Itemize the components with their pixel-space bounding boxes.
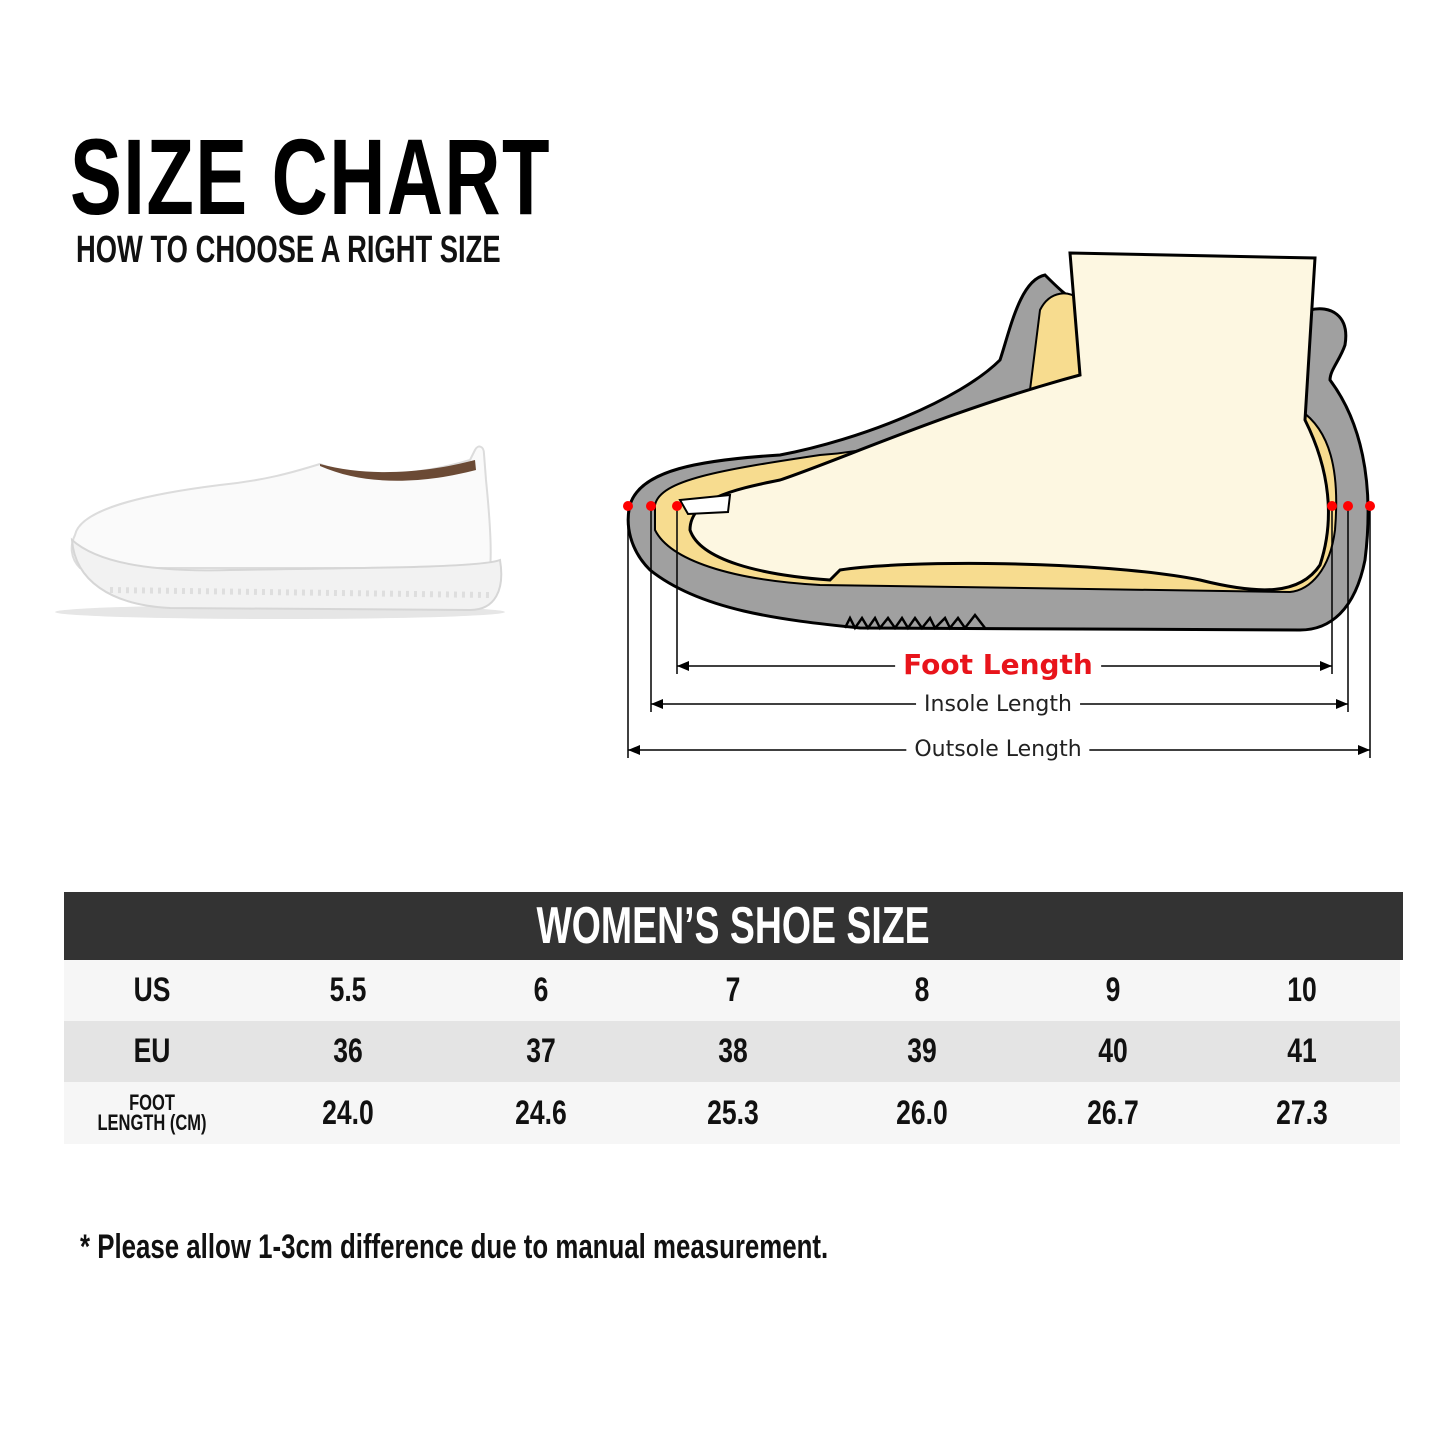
table-cell: 24.0 [315, 1082, 381, 1144]
cell-value: 26.0 [896, 1093, 948, 1132]
footnote: * Please allow 1-3cm difference due to m… [80, 1228, 829, 1266]
table-cell: 25.3 [700, 1082, 766, 1144]
cell-value: 6 [533, 971, 549, 1009]
table-cell: 26.0 [889, 1082, 955, 1144]
table-cell: 38 [714, 1021, 752, 1082]
cell-value: 8 [914, 971, 930, 1009]
row-label-line1: FOOT [129, 1090, 175, 1115]
cell-value: 38 [718, 1032, 748, 1070]
row-label: EU [133, 1032, 171, 1070]
outsole-length-label: Outsole Length [906, 737, 1090, 762]
table-cell: 37 [522, 1021, 560, 1082]
row-label-line2: LENGTH (CM) [97, 1110, 207, 1135]
foot-measurement-diagram [623, 251, 1375, 758]
cell-value: 9 [1105, 971, 1121, 1009]
cell-value: 7 [725, 971, 741, 1009]
table-cell: 40 [1094, 1021, 1132, 1082]
measurement-dots [623, 501, 1375, 511]
row-header: EU [128, 1021, 175, 1082]
cell-value: 5.5 [329, 971, 367, 1009]
cell-value: 10 [1287, 971, 1317, 1009]
table-cell: 36 [329, 1021, 367, 1082]
page-title: SIZE CHART [70, 116, 551, 237]
table-row: EU 36 37 38 39 40 41 [64, 1021, 1400, 1082]
row-label: FOOT LENGTH (CM) [97, 1090, 207, 1135]
cell-value: 36 [333, 1032, 363, 1070]
cell-value: 25.3 [707, 1093, 759, 1132]
row-header: FOOT LENGTH (CM) [79, 1082, 224, 1144]
row-header: US [128, 960, 175, 1021]
table-row: US 5.5 6 7 8 9 10 [64, 960, 1400, 1021]
table-cell: 41 [1283, 1021, 1321, 1082]
table-cell: 9 [1104, 960, 1123, 1021]
cell-value: 41 [1287, 1032, 1317, 1070]
table-cell: 39 [903, 1021, 941, 1082]
foot-length-label: Foot Length [895, 648, 1101, 681]
size-table: WOMEN’S SHOE SIZE US 5.5 6 7 8 9 10 EU 36 37 38 39 4… [64, 892, 1403, 1144]
table-cell: 5.5 [324, 960, 371, 1021]
table-cell: 24.6 [508, 1082, 574, 1144]
cell-value: 26.7 [1087, 1093, 1139, 1132]
table-cell: 7 [724, 960, 743, 1021]
cell-value: 39 [907, 1032, 937, 1070]
foot-shape [688, 251, 1330, 592]
cell-value: 37 [526, 1032, 556, 1070]
page-subtitle: HOW TO CHOOSE A RIGHT SIZE [76, 229, 501, 271]
row-label: US [133, 971, 171, 1009]
insole-length-label: Insole Length [916, 692, 1080, 717]
shoe-product-image [55, 445, 505, 619]
cell-value: 27.3 [1276, 1093, 1328, 1132]
table-cell: 6 [532, 960, 551, 1021]
table-cell: 26.7 [1080, 1082, 1146, 1144]
table-cell: 27.3 [1269, 1082, 1335, 1144]
table-cell: 10 [1283, 960, 1321, 1021]
table-header: WOMEN’S SHOE SIZE [64, 892, 1403, 960]
cell-value: 24.6 [515, 1093, 567, 1132]
table-row: FOOT LENGTH (CM) 24.0 24.6 25.3 26.0 26.7 27.3 [64, 1082, 1400, 1144]
cell-value: 40 [1098, 1032, 1128, 1070]
table-cell: 8 [913, 960, 932, 1021]
table-title: WOMEN’S SHOE SIZE [536, 897, 931, 955]
cell-value: 24.0 [322, 1093, 374, 1132]
